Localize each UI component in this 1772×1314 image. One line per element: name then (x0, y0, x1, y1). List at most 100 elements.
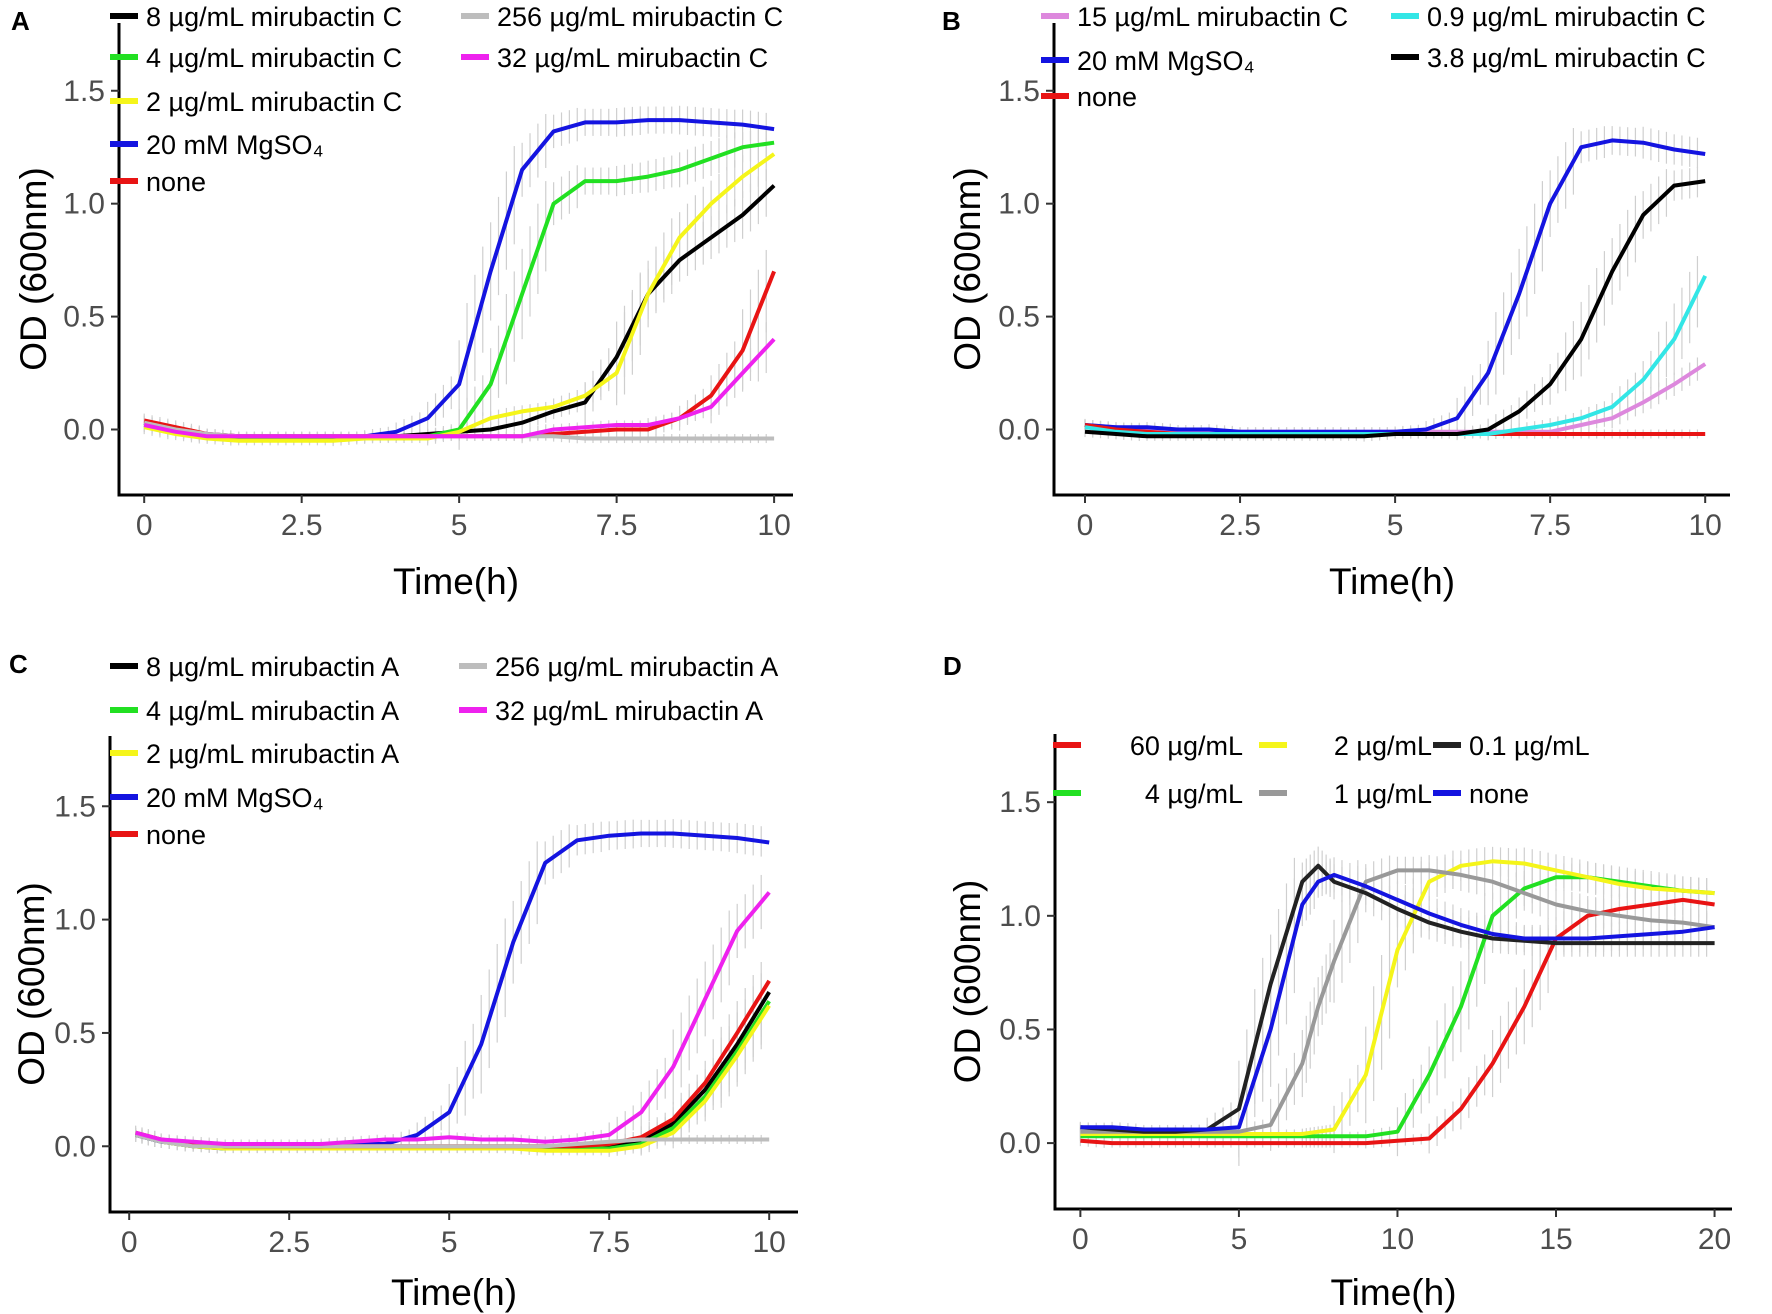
legend-label: 32 µg/mL mirubactin A (495, 696, 763, 726)
legend-item: 2 µg/mL mirubactin C (110, 87, 402, 117)
panel-B: B 0.0 0.5 1.0 1.5 0 2.5 5 7.5 10 OD (600nm) Time(h)… (942, 2, 1730, 602)
x-tick-label: 0 (1072, 1223, 1089, 1256)
x-tick-label: 10 (1381, 1223, 1414, 1256)
legend-item: 8 µg/mL mirubactin C (110, 2, 402, 32)
x-tick-label: 20 (1698, 1223, 1731, 1256)
series-line (1080, 859, 1715, 1136)
x-tick-label: 7.5 (588, 1226, 630, 1259)
panel-A: A 0.0 0.5 1.0 1.5 0 2.5 5 7.5 10 OD (600nm) Time(h)… (11, 2, 793, 602)
legend-item: 15 µg/mL mirubactin C (1041, 2, 1348, 32)
legend-item: 20 mM MgSO₄ (1041, 46, 1255, 76)
y-axis-label: OD (600nm) (947, 880, 988, 1084)
series-line (135, 1000, 771, 1151)
y-tick-label: 0.0 (54, 1130, 96, 1163)
legend-item: 4 µg/mL mirubactin C (110, 43, 402, 73)
series-line (135, 1004, 771, 1153)
x-tick-label: 5 (1231, 1223, 1248, 1256)
legend-item: 20 mM MgSO₄ (110, 783, 324, 813)
x-tick-label: 7.5 (1529, 509, 1571, 542)
legend-item: none (1041, 82, 1137, 112)
x-tick-label: 10 (753, 1226, 786, 1259)
y-tick-label: 1.5 (999, 786, 1041, 819)
y-tick-label: 0.0 (63, 414, 105, 447)
y-tick-label: 1.5 (998, 75, 1040, 108)
legend-label: 20 mM MgSO₄ (146, 783, 324, 813)
legend-label: 4 µg/mL mirubactin C (146, 43, 402, 73)
legend-label: 2 µg/mL mirubactin C (146, 87, 402, 117)
panel-label: C (9, 649, 28, 679)
error-bars (135, 819, 762, 1157)
legend-item: 1 µg/mL (1259, 779, 1432, 809)
y-tick-label: 0.5 (998, 301, 1040, 334)
x-tick-label: 5 (451, 509, 468, 542)
legend-label: 2 µg/mL mirubactin A (146, 739, 399, 769)
legend-label: none (146, 820, 206, 850)
legend-label: 2 µg/mL (1334, 731, 1432, 761)
series-line (135, 891, 771, 1146)
x-tick-label: 0 (121, 1226, 138, 1259)
legend-item: 60 µg/mL (1053, 731, 1243, 761)
series-line (1080, 872, 1715, 1132)
legend-item: none (110, 820, 206, 850)
legend-label: 15 µg/mL mirubactin C (1077, 2, 1348, 32)
legend-label: none (1077, 82, 1137, 112)
y-tick-label: 1.0 (998, 188, 1040, 221)
legend: 60 µg/mL 4 µg/mL 2 µg/mL 1 µg/mL 0.1 µg/mL no… (1053, 731, 1590, 809)
y-tick-label: 0.5 (999, 1013, 1041, 1046)
legend-item: 4 µg/mL mirubactin A (110, 696, 399, 726)
x-tick-label: 10 (1689, 509, 1722, 542)
legend-item: 0.1 µg/mL (1433, 731, 1590, 761)
y-axis-label: OD (600nm) (947, 167, 988, 371)
legend-label: 32 µg/mL mirubactin C (497, 43, 768, 73)
legend-label: 4 µg/mL (1145, 779, 1243, 809)
panel-label: B (942, 6, 961, 36)
legend-label: 256 µg/mL mirubactin C (497, 2, 783, 32)
error-bars (1079, 846, 1708, 1166)
series-line (1084, 179, 1706, 439)
legend-label: none (146, 167, 206, 197)
x-axis-label: Time(h) (1329, 561, 1455, 602)
x-axis-label: Time(h) (1330, 1272, 1456, 1313)
panel-label: A (11, 6, 30, 36)
legend-item: 256 µg/mL mirubactin C (461, 2, 783, 32)
y-tick-label: 1.5 (63, 75, 105, 108)
legend-label: 4 µg/mL mirubactin A (146, 696, 399, 726)
y-tick-label: 0.0 (999, 1127, 1041, 1160)
legend-label: 60 µg/mL (1130, 731, 1243, 761)
y-tick-label: 0.5 (63, 301, 105, 334)
x-tick-label: 10 (757, 509, 790, 542)
y-tick-label: 0.0 (998, 414, 1040, 447)
legend-label: 256 µg/mL mirubactin A (495, 652, 778, 682)
legend: 8 µg/mL mirubactin C 4 µg/mL mirubactin C… (110, 2, 783, 197)
panel-label: D (943, 651, 962, 681)
legend: 15 µg/mL mirubactin C 20 mM MgSO₄ none 0.9 … (1041, 2, 1706, 112)
x-tick-label: 2.5 (268, 1226, 310, 1259)
legend-item: 8 µg/mL mirubactin A (110, 652, 399, 682)
legend-label: 8 µg/mL mirubactin A (146, 652, 399, 682)
legend-item: 256 µg/mL mirubactin A (459, 652, 778, 682)
series-line (143, 140, 775, 441)
y-axis-label: OD (600nm) (11, 882, 52, 1086)
x-tick-label: 15 (1539, 1223, 1572, 1256)
legend-label: 3.8 µg/mL mirubactin C (1427, 43, 1706, 73)
x-axis-label: Time(h) (393, 561, 519, 602)
legend-label: 0.9 µg/mL mirubactin C (1427, 2, 1706, 32)
series-line (135, 1132, 770, 1149)
x-tick-label: 0 (1077, 509, 1094, 542)
legend-label: 20 mM MgSO₄ (146, 130, 324, 160)
legend-label: none (1469, 779, 1529, 809)
x-axis-label: Time(h) (391, 1272, 517, 1313)
legend-item: none (1433, 779, 1529, 809)
y-axis-label: OD (600nm) (13, 167, 54, 371)
legend-label: 8 µg/mL mirubactin C (146, 2, 402, 32)
legend-item: 20 mM MgSO₄ (110, 130, 324, 160)
series-line (135, 831, 770, 1149)
x-tick-label: 5 (1387, 509, 1404, 542)
x-tick-label: 5 (441, 1226, 458, 1259)
series-line (1084, 138, 1706, 434)
y-tick-label: 1.5 (54, 790, 96, 823)
y-tick-label: 1.0 (999, 900, 1041, 933)
legend-item: 32 µg/mL mirubactin A (459, 696, 763, 726)
legend-item: 2 µg/mL (1259, 731, 1432, 761)
